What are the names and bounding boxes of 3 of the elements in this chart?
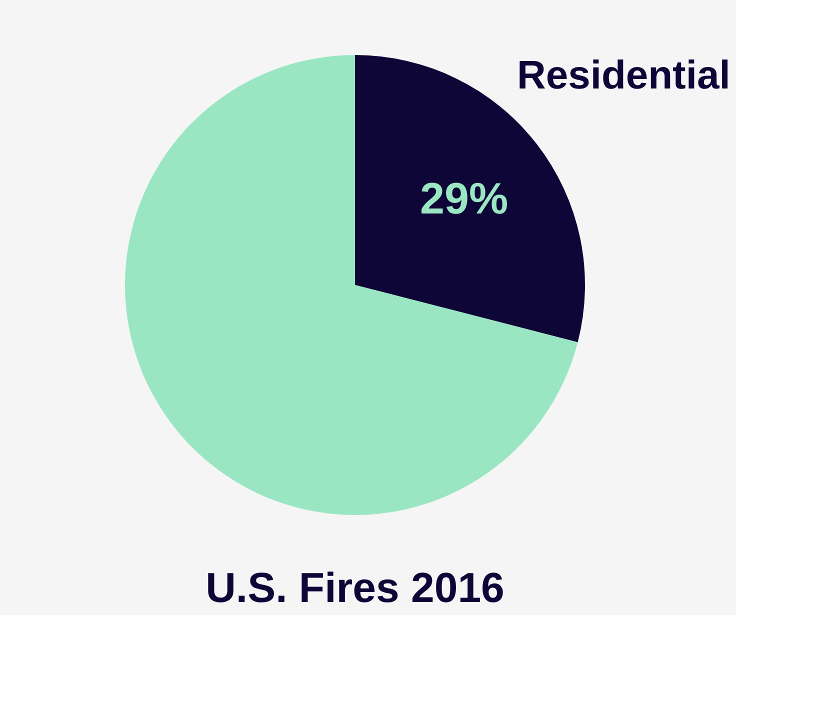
slice-label: Residential [516,54,730,98]
data-label: 29% [420,174,508,224]
text: U.S. Fires 2016 [206,564,504,611]
